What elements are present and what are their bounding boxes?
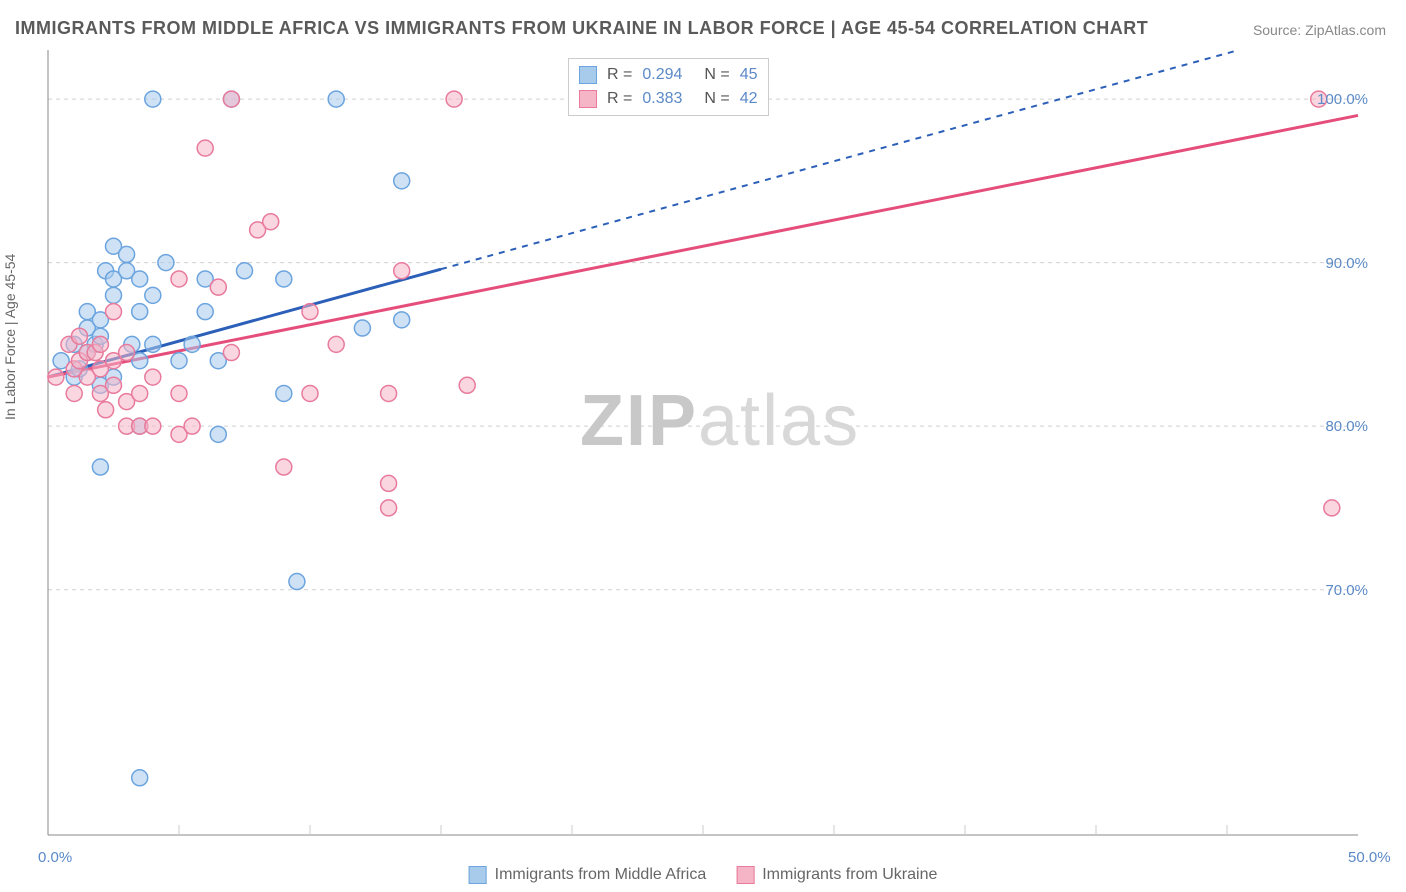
legend-swatch-1 [469,866,487,884]
y-tick-label: 100.0% [1298,91,1368,108]
y-tick-label: 90.0% [1298,255,1368,272]
legend: Immigrants from Middle Africa Immigrants… [469,866,938,884]
x-tick-label: 50.0% [1348,849,1391,866]
legend-label-1: Immigrants from Middle Africa [495,866,707,884]
legend-item-2: Immigrants from Ukraine [736,866,937,884]
stats-r-label: R = [607,63,632,87]
y-tick-label: 70.0% [1298,582,1368,599]
correlation-stats-box: R = 0.294 N = 45 R = 0.383 N = 42 [568,58,769,116]
stats-r-value-2: 0.383 [642,87,682,111]
stats-swatch-1 [579,66,597,84]
stats-n-value-2: 42 [740,87,758,111]
stats-r-value-1: 0.294 [642,63,682,87]
stats-n-value-1: 45 [740,63,758,87]
x-tick-label: 0.0% [38,849,72,866]
y-tick-label: 80.0% [1298,418,1368,435]
stats-n-label: N = [704,63,729,87]
watermark: ZIPatlas [580,380,860,462]
legend-swatch-2 [736,866,754,884]
stats-n-label: N = [704,87,729,111]
watermark-atlas: atlas [698,381,860,461]
stats-r-label: R = [607,87,632,111]
legend-item-1: Immigrants from Middle Africa [469,866,707,884]
watermark-zip: ZIP [580,381,698,461]
legend-label-2: Immigrants from Ukraine [762,866,937,884]
stats-row-series-1: R = 0.294 N = 45 [579,63,758,87]
stats-swatch-2 [579,90,597,108]
stats-row-series-2: R = 0.383 N = 42 [579,87,758,111]
